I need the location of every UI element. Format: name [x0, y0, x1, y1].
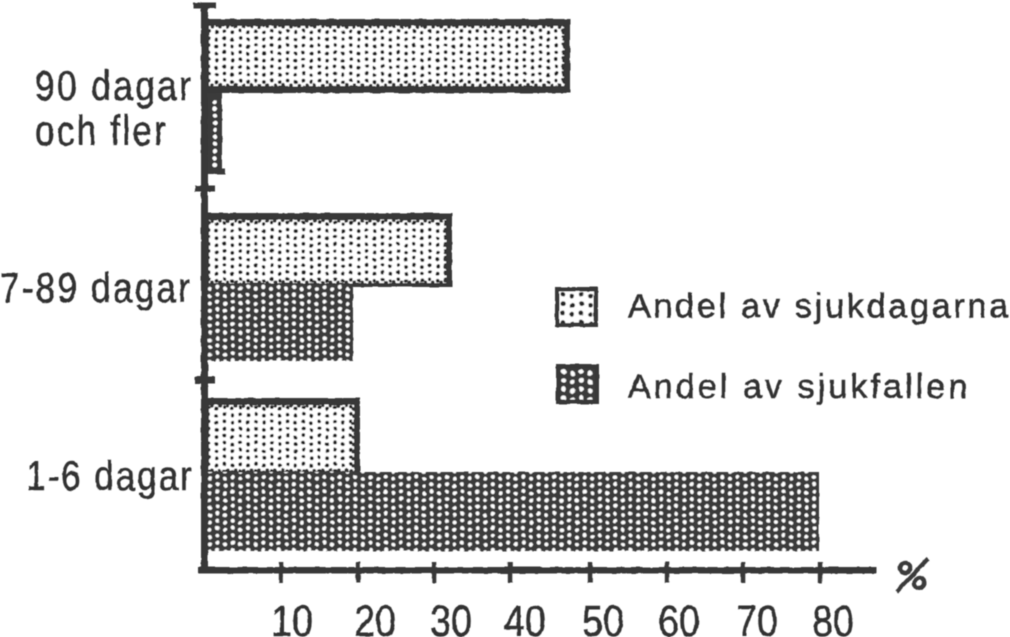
svg-text:7-89 dagar: 7-89 dagar: [0, 265, 192, 312]
svg-text:50: 50: [582, 597, 624, 637]
svg-text:Andel av sjukfallen: Andel av sjukfallen: [628, 368, 970, 406]
svg-text:och fler: och fler: [35, 108, 168, 155]
svg-text:40: 40: [504, 597, 546, 637]
svg-text:Andel av sjukdagarna: Andel av sjukdagarna: [628, 288, 1010, 326]
svg-text:70: 70: [736, 597, 778, 637]
svg-text:80: 80: [812, 597, 854, 637]
svg-text:10: 10: [271, 597, 313, 637]
svg-text:1-6 dagar: 1-6 dagar: [26, 453, 194, 500]
svg-text:60: 60: [658, 597, 700, 637]
svg-text:20: 20: [354, 597, 396, 637]
svg-text:30: 30: [430, 597, 472, 637]
svg-text:90 dagar: 90 dagar: [35, 63, 193, 110]
